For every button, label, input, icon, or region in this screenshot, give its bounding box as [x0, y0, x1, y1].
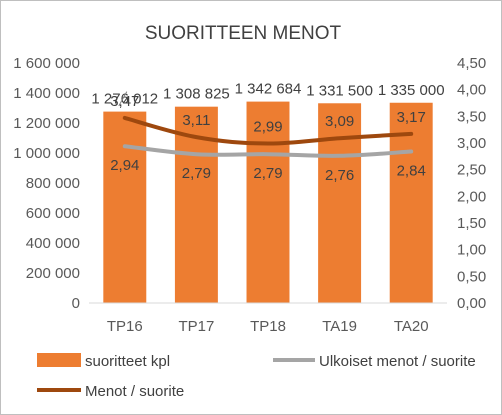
data-label-leader-line: [118, 91, 128, 107]
right-tick-label: 4,00: [457, 82, 486, 99]
right-axis-ticks: 0,00 0,50 1,00 1,50 2,00 2,50 3,00 3,50 4,00 4,50: [457, 55, 486, 312]
bar-ta19: [318, 103, 362, 304]
left-tick-label: 1 200 000: [13, 115, 80, 132]
right-tick-label: 4,50: [457, 55, 486, 72]
x-tick-label-tp16: TP16: [107, 318, 143, 335]
bar-label-tp16: 1 276 012: [91, 91, 158, 108]
line-label-menot-suorite-tp18: 2,99: [253, 119, 282, 136]
legend-label-suoritteet: suoritteet kpl: [85, 353, 170, 370]
x-tick-label-tp18: TP18: [250, 318, 286, 335]
left-tick-label: 1 600 000: [13, 55, 80, 72]
line-ulkoiset-menot-suorite: [122, 144, 414, 158]
right-tick-label: 3,50: [457, 108, 486, 125]
line-label-ulkoiset-menot-suorite-tp17: 2,79: [182, 165, 211, 182]
left-tick-label: 800 000: [26, 175, 80, 192]
bar-label-tp18: 1 342 684: [235, 81, 302, 98]
x-axis-ticks: TP16 TP17 TP18 TA19 TA20: [107, 318, 429, 335]
left-tick-label: 400 000: [26, 235, 80, 252]
legend-label-menot: Menot / suorite: [85, 383, 184, 400]
bar-label-ta20: 1 335 000: [378, 82, 445, 99]
left-axis-ticks: 0 200 000 400 000 600 000 800 000 1 000 000 1 …: [13, 55, 80, 312]
right-tick-label: 0,00: [457, 295, 486, 312]
line-series: [122, 115, 414, 158]
bar-tp18: [246, 101, 290, 303]
left-tick-label: 1 000 000: [13, 145, 80, 162]
left-tick-label: 0: [72, 295, 80, 312]
line-label-menot-suorite-tp16: 3,47: [110, 93, 139, 110]
right-tick-label: 1,50: [457, 215, 486, 232]
line-label-menot-suorite-tp17: 3,11: [182, 112, 210, 129]
bar-data-labels: 1 276 012 1 308 825 1 342 684 1 331 500 1 33…: [91, 81, 444, 108]
line-label-ulkoiset-menot-suorite-ta20: 2,84: [397, 163, 426, 180]
line-label-ulkoiset-menot-suorite-tp16: 2,94: [110, 157, 139, 174]
line-label-ulkoiset-menot-suorite-tp18: 2,79: [253, 165, 282, 182]
left-tick-label: 600 000: [26, 205, 80, 222]
legend: suoritteet kpl Ulkoiset menot / suorite …: [37, 353, 476, 400]
line-label-ulkoiset-menot-suorite-ta19: 2,76: [325, 167, 354, 184]
line-menot-suorite: [122, 115, 414, 146]
legend-label-ulkoiset: Ulkoiset menot / suorite: [319, 353, 476, 370]
right-tick-label: 3,00: [457, 135, 486, 152]
right-tick-label: 2,50: [457, 162, 486, 179]
bar-label-tp17: 1 308 825: [163, 86, 230, 103]
right-tick-label: 2,00: [457, 188, 486, 205]
chart-title: SUORITTEEN MENOT: [145, 23, 342, 44]
line-label-menot-suorite-ta19: 3,09: [325, 113, 354, 130]
x-tick-label-tp17: TP17: [178, 318, 214, 335]
bar-label-ta19: 1 331 500: [306, 82, 373, 99]
bar-tp16: [103, 111, 147, 303]
left-tick-label: 1 400 000: [13, 85, 80, 102]
legend-swatch-suoritteet: [37, 353, 81, 367]
x-tick-label-ta20: TA20: [394, 318, 429, 335]
left-tick-label: 200 000: [26, 265, 80, 282]
line-data-labels: 2,94 2,79 2,79 2,76 2,84 3,47 3,11 2,99 3,09 3,17: [110, 93, 426, 184]
line-label-menot-suorite-ta20: 3,17: [397, 109, 426, 126]
right-tick-label: 0,50: [457, 268, 486, 285]
x-tick-label-ta19: TA19: [322, 318, 357, 335]
right-tick-label: 1,00: [457, 242, 486, 259]
